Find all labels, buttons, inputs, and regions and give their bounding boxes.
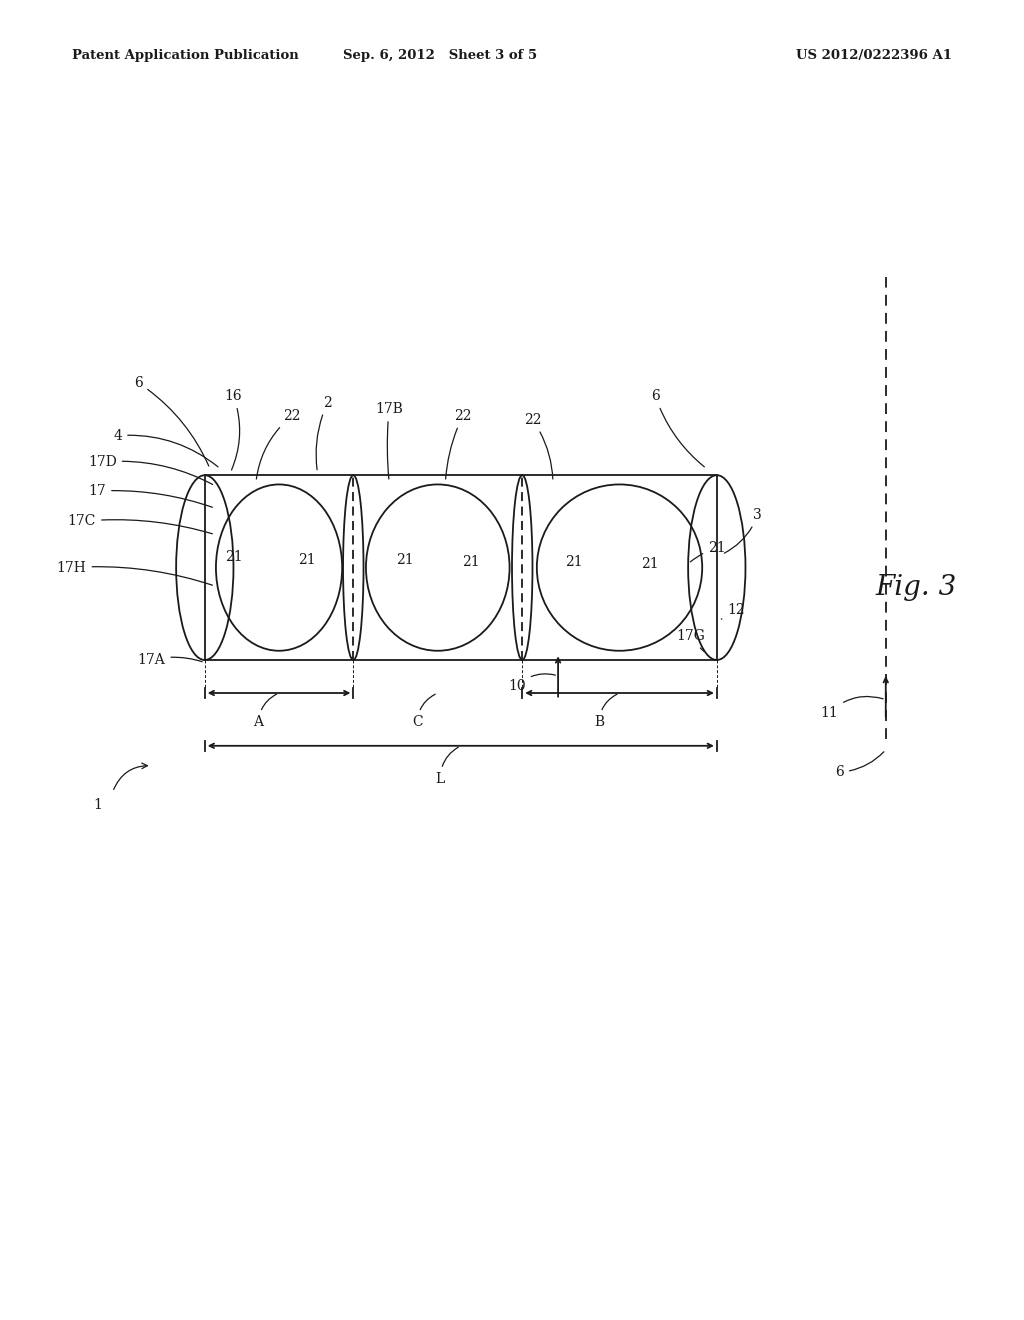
Text: Fig. 3: Fig. 3	[876, 574, 957, 601]
Text: B: B	[594, 694, 617, 729]
Text: 21: 21	[641, 557, 659, 570]
Text: 17: 17	[88, 484, 212, 507]
Text: 11: 11	[820, 697, 883, 719]
Text: 1: 1	[93, 799, 101, 812]
Text: 21: 21	[462, 556, 480, 569]
Text: 17C: 17C	[68, 515, 212, 533]
Text: 3: 3	[724, 508, 762, 553]
Text: 21: 21	[690, 541, 726, 562]
Text: 12: 12	[721, 603, 744, 619]
Text: US 2012/0222396 A1: US 2012/0222396 A1	[797, 49, 952, 62]
Text: 2: 2	[316, 396, 332, 470]
Text: L: L	[435, 747, 459, 785]
Bar	[205, 475, 717, 660]
Text: 16: 16	[224, 389, 243, 470]
Text: 17B: 17B	[375, 403, 403, 479]
Text: 21: 21	[395, 553, 414, 566]
Text: Patent Application Publication: Patent Application Publication	[72, 49, 298, 62]
Text: 17A: 17A	[137, 653, 202, 667]
Text: 4: 4	[114, 429, 218, 467]
Text: 10: 10	[508, 673, 555, 693]
Text: 22: 22	[256, 409, 301, 479]
Text: Sep. 6, 2012   Sheet 3 of 5: Sep. 6, 2012 Sheet 3 of 5	[343, 49, 538, 62]
Text: C: C	[412, 694, 435, 729]
Text: 6: 6	[836, 752, 884, 779]
Text: 17G: 17G	[677, 630, 706, 652]
Text: 22: 22	[445, 409, 472, 479]
Text: 21: 21	[224, 550, 243, 564]
Text: 17D: 17D	[88, 455, 213, 484]
Text: 21: 21	[564, 556, 583, 569]
Text: 22: 22	[523, 413, 553, 479]
Text: 21: 21	[298, 553, 316, 566]
Text: 17H: 17H	[56, 561, 212, 585]
Text: 6: 6	[651, 389, 705, 467]
Text: 6: 6	[134, 376, 209, 466]
Text: A: A	[254, 694, 276, 729]
